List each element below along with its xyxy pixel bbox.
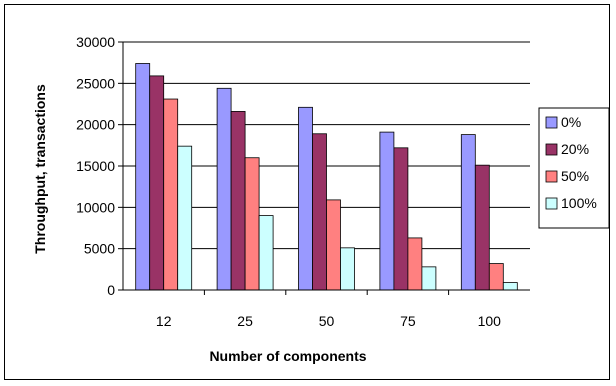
bar-12-series-1: [149, 75, 165, 291]
legend-label: 50%: [561, 168, 589, 184]
y-tick-label: 15000: [76, 158, 115, 174]
bar-75-series-1: [393, 147, 409, 291]
bar-12-series-3: [177, 145, 193, 291]
y-tick-label: 20000: [76, 117, 115, 133]
y-tick-label: 10000: [76, 199, 115, 215]
legend: 0% 20% 50% 100%: [538, 107, 610, 229]
bar-100-series-2: [488, 263, 504, 291]
x-tick-labels: 12 25 50 75 100: [156, 313, 501, 329]
bar-100-series-1: [474, 164, 490, 291]
legend-swatch: [545, 197, 558, 210]
bar-75-series-0: [379, 131, 395, 291]
bar-25-series-3: [258, 215, 274, 291]
bar-12-series-2: [163, 98, 179, 291]
legend-swatch: [545, 170, 558, 183]
x-tick-label: 12: [156, 313, 172, 329]
bar-50-series-3: [340, 247, 355, 291]
bar-100-series-3: [502, 282, 518, 291]
legend-label: 20%: [561, 141, 589, 157]
y-tick-label: 25000: [76, 75, 115, 91]
x-tick-label: 75: [400, 313, 416, 329]
y-tick-label: 30000: [76, 34, 115, 50]
bar-25-series-2: [244, 157, 260, 291]
axes: [118, 41, 530, 295]
y-tick-label: 5000: [84, 241, 115, 257]
legend-swatch: [545, 116, 558, 129]
y-axis-title: Throughput, transactions: [32, 84, 48, 254]
y-tick-labels: 0 5000 10000 15000 20000 25000 30000: [76, 34, 115, 298]
y-tick-label: 0: [107, 282, 115, 298]
bars: [135, 63, 518, 291]
legend-label: 100%: [561, 195, 597, 211]
bar-100-series-0: [460, 134, 476, 291]
bar-12-series-0: [135, 63, 151, 291]
bar-50-series-0: [298, 106, 313, 291]
bar-75-series-2: [407, 237, 423, 291]
bar-25-series-0: [216, 87, 232, 291]
chart-frame: 0 5000 10000 15000 20000 25000 30000 12 25 50 75 1…: [4, 4, 610, 380]
x-tick-label: 25: [237, 313, 253, 329]
legend-label: 0%: [561, 114, 581, 130]
bar-50-series-1: [312, 133, 327, 291]
bar-50-series-2: [326, 199, 341, 291]
bar-25-series-1: [230, 111, 246, 291]
x-axis-title: Number of components: [209, 348, 366, 364]
x-tick-label: 50: [319, 313, 335, 329]
bar-75-series-3: [421, 266, 437, 291]
x-tick-label: 100: [478, 313, 502, 329]
legend-swatch: [545, 143, 558, 156]
